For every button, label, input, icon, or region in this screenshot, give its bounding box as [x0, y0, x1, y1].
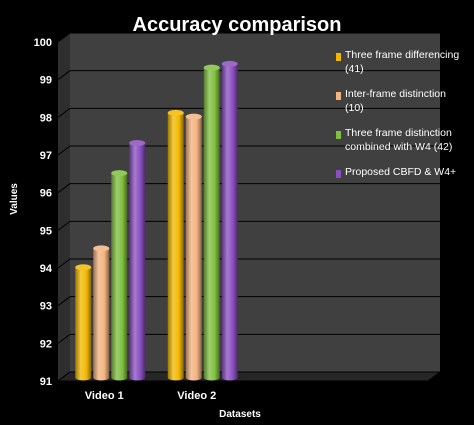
x-tick-label: Video 1 [85, 390, 124, 402]
bar-cap [221, 60, 238, 67]
bar [129, 139, 146, 381]
y-tick-label: 93 [40, 301, 52, 313]
legend-label: Three frame differencing (41) [345, 49, 459, 75]
legend-item: Inter-frame distinction (10) [336, 88, 446, 114]
legend-swatch [336, 170, 341, 178]
legend-item: Proposed CBFD & W4+ [336, 166, 456, 178]
legend: Three frame differencing (41) Inter-frame … [336, 49, 459, 178]
y-tick-label: 91 [40, 376, 52, 388]
bar-base [129, 374, 146, 381]
bar-body [129, 142, 146, 378]
x-tick-labels: Video 1 Video 2 [85, 381, 429, 402]
back-wall [70, 33, 440, 372]
y-tick-label: 94 [40, 263, 53, 275]
grid-line [57, 333, 440, 344]
y-tick-label: 95 [40, 225, 52, 237]
y-tick-label: 97 [40, 150, 52, 162]
bar-cap [75, 264, 92, 271]
side-wall [58, 33, 70, 381]
bar [221, 60, 238, 381]
legend-item: Three frame distinction combined with W4 … [336, 127, 452, 153]
bar [203, 64, 220, 381]
y-tick-labels: 91 92 93 94 95 96 97 98 99 100 [34, 37, 53, 388]
bar-base [75, 374, 92, 381]
bar-body [221, 63, 238, 378]
y-tick-label: 100 [34, 37, 52, 49]
bar-body [75, 267, 92, 378]
y-tick-label: 98 [40, 112, 52, 124]
grid-line [57, 70, 440, 81]
grid-line [57, 145, 440, 156]
grid-line [57, 220, 440, 231]
grid-line [57, 371, 440, 382]
chart-title: Accuracy comparison [133, 14, 342, 36]
bar-base [203, 374, 220, 381]
y-tick-label: 99 [40, 75, 52, 87]
grid-line [57, 32, 440, 43]
bar-body [185, 116, 202, 378]
bar-cap [167, 109, 184, 116]
bars [75, 60, 238, 381]
grid-line [57, 183, 440, 194]
legend-swatch [336, 92, 341, 100]
legend-label: Inter-frame distinction (10) [345, 88, 446, 114]
bar-base [185, 374, 202, 381]
legend-label: Proposed CBFD & W4+ [345, 166, 456, 178]
bar-body [111, 173, 128, 378]
bar-cap [203, 64, 220, 71]
bar-base [167, 374, 184, 381]
legend-label: Three frame distinction combined with W4 … [345, 127, 452, 153]
x-tick-label: Video 2 [177, 390, 216, 402]
bar-body [167, 112, 184, 378]
y-axis-title: Values [9, 183, 20, 215]
bar-body [93, 248, 110, 378]
grid-line [57, 296, 440, 307]
bar [111, 170, 128, 381]
bar-base [221, 374, 238, 381]
y-tick-label: 92 [40, 338, 52, 350]
y-tick-label: 96 [40, 188, 52, 200]
bar-cap [93, 245, 110, 252]
grid-lines [57, 32, 440, 382]
grid-line [57, 258, 440, 269]
legend-item: Three frame differencing (41) [336, 49, 459, 75]
bar [167, 109, 184, 381]
legend-swatch [336, 131, 341, 139]
x-axis-title: Datasets [219, 409, 261, 420]
bar-base [93, 374, 110, 381]
bar [75, 264, 92, 381]
bar-cap [129, 139, 146, 146]
bar [185, 113, 202, 381]
bar-base [111, 374, 128, 381]
bar [93, 245, 110, 381]
bar-cap [111, 170, 128, 177]
bar-body [203, 67, 220, 378]
bar-cap [185, 113, 202, 120]
grid-line [57, 107, 440, 118]
legend-swatch [336, 53, 341, 61]
